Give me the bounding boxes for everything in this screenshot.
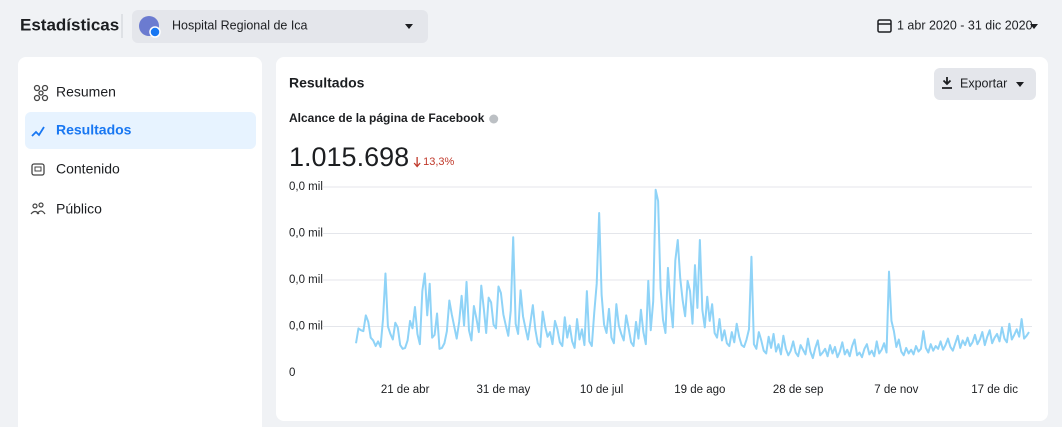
metric-title: Alcance de la página de Facebook [289,111,485,125]
date-caret [1030,24,1038,29]
download-icon [942,77,952,89]
reach-line [355,188,1030,360]
info-icon[interactable] [489,114,499,124]
export-button[interactable]: Exportar [934,68,1036,100]
x-tick-label: 31 de may [477,384,531,396]
nav-icons [30,84,49,215]
y-tick-label: 0,0 mil [289,181,323,193]
export-bg[interactable] [934,68,1036,100]
nav-item-selected[interactable]: Resultados [56,122,132,138]
fb-badge [149,26,161,38]
metric-total: 1.015.698 [289,142,409,172]
date-range[interactable]: 1 abr 2020 - 31 dic 2020 [897,18,1033,32]
card-title: Resultados [289,75,365,91]
selector-bg[interactable] [132,10,428,43]
y-tick-label: 0,0 mil [289,228,323,240]
dropdown-caret [405,24,413,29]
export-label[interactable]: Exportar [960,76,1007,90]
x-tick-label: 21 de abr [381,384,430,396]
page-title: Estadísticas [20,15,119,34]
y-tick-label: 0,0 mil [289,274,323,286]
nav-item[interactable]: Público [56,201,102,217]
sidebar [18,57,262,427]
x-tick-label: 10 de jul [580,384,623,396]
x-tick-label: 17 de dic [971,384,1018,396]
y-tick-label: 0,0 mil [289,321,323,333]
date-picker[interactable]: 1 abr 2020 - 31 dic 2020 [877,18,1038,33]
export-caret [1016,82,1024,87]
page-selector[interactable]: Hospital Regional de Ica [132,10,428,43]
nav-item[interactable]: Contenido [56,161,120,177]
x-tick-label: 28 de sep [773,384,824,396]
x-tick-label: 19 de ago [674,384,725,396]
change-arrow [413,157,421,168]
metric-change: 13,3% [423,156,454,168]
page-name[interactable]: Hospital Regional de Ica [172,18,308,32]
nav-item[interactable]: Resumen [56,84,116,100]
y-tick-label: 0 [289,367,295,379]
calendar-icon [877,19,892,33]
selected-nav-bg [25,112,256,149]
x-tick-label: 7 de nov [874,384,918,396]
